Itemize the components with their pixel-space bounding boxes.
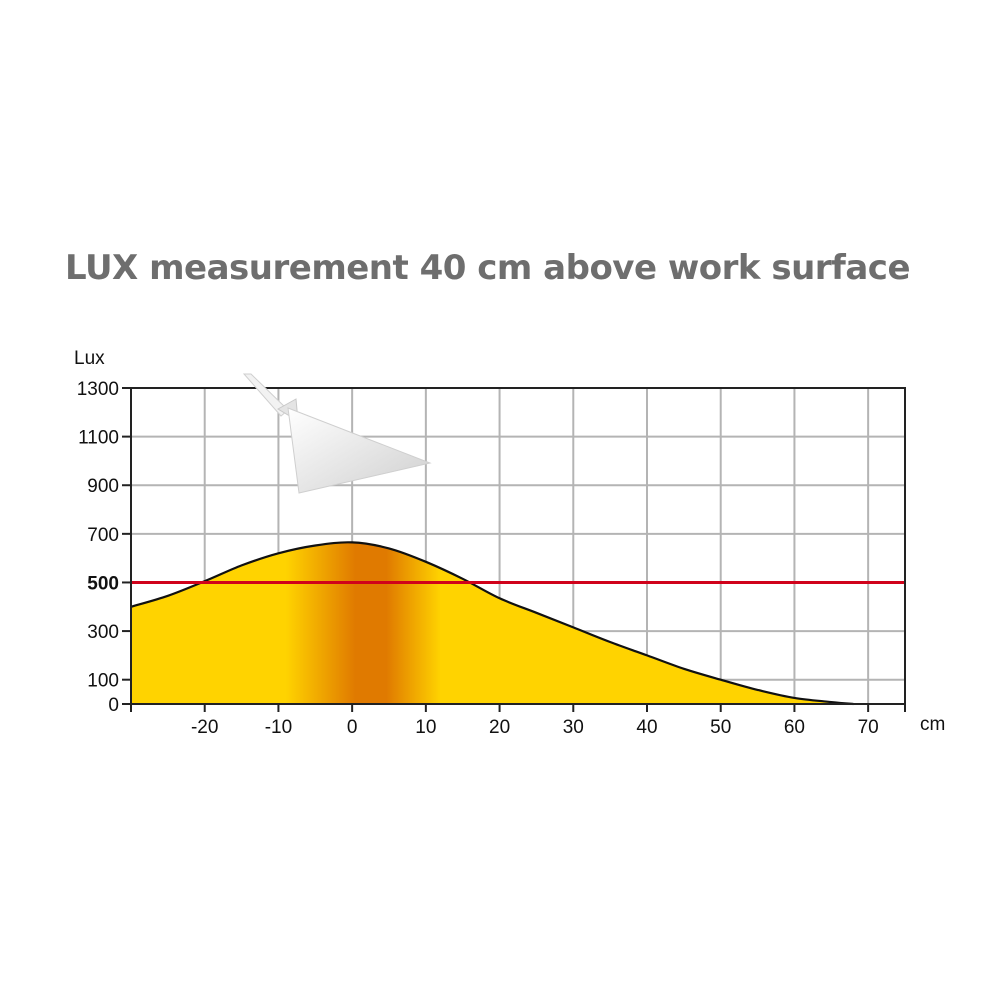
x-tick-label-70: 70 <box>858 717 879 738</box>
x-tick-label-20: 20 <box>489 717 510 738</box>
lamp-icon <box>242 373 432 494</box>
y-tick-label-900: 900 <box>87 476 119 497</box>
y-tick-label-700: 700 <box>87 525 119 546</box>
x-tick-label-50: 50 <box>710 717 731 738</box>
x-axis-label: cm <box>920 714 945 735</box>
x-tick-labels: -20 -10 0 10 20 30 40 50 60 70 <box>191 717 879 738</box>
x-tick-label-0: 0 <box>347 717 358 738</box>
y-tick-label-1100: 1100 <box>78 428 119 449</box>
chart-title: LUX measurement 40 cm above work surface <box>65 248 911 288</box>
x-tick-label-40: 40 <box>636 717 657 738</box>
plot-frame <box>122 387 906 712</box>
x-tick-label--20: -20 <box>191 717 218 738</box>
x-tick-label-60: 60 <box>784 717 805 738</box>
y-tick-label-1300: 1300 <box>77 379 119 400</box>
lux-curve-line <box>130 541 854 706</box>
y-tick-label-300: 300 <box>87 622 119 643</box>
y-axis-label: Lux <box>74 348 105 369</box>
x-tick-label-30: 30 <box>563 717 584 738</box>
y-tick-label-500: 500 <box>87 573 119 594</box>
x-tick-label-10: 10 <box>415 717 436 738</box>
y-tick-label-100: 100 <box>87 671 119 692</box>
y-tick-labels: 0 100 300 500 700 900 1100 1300 <box>77 379 119 716</box>
y-tick-label-0: 0 <box>108 695 119 716</box>
x-tick-label--10: -10 <box>265 717 292 738</box>
